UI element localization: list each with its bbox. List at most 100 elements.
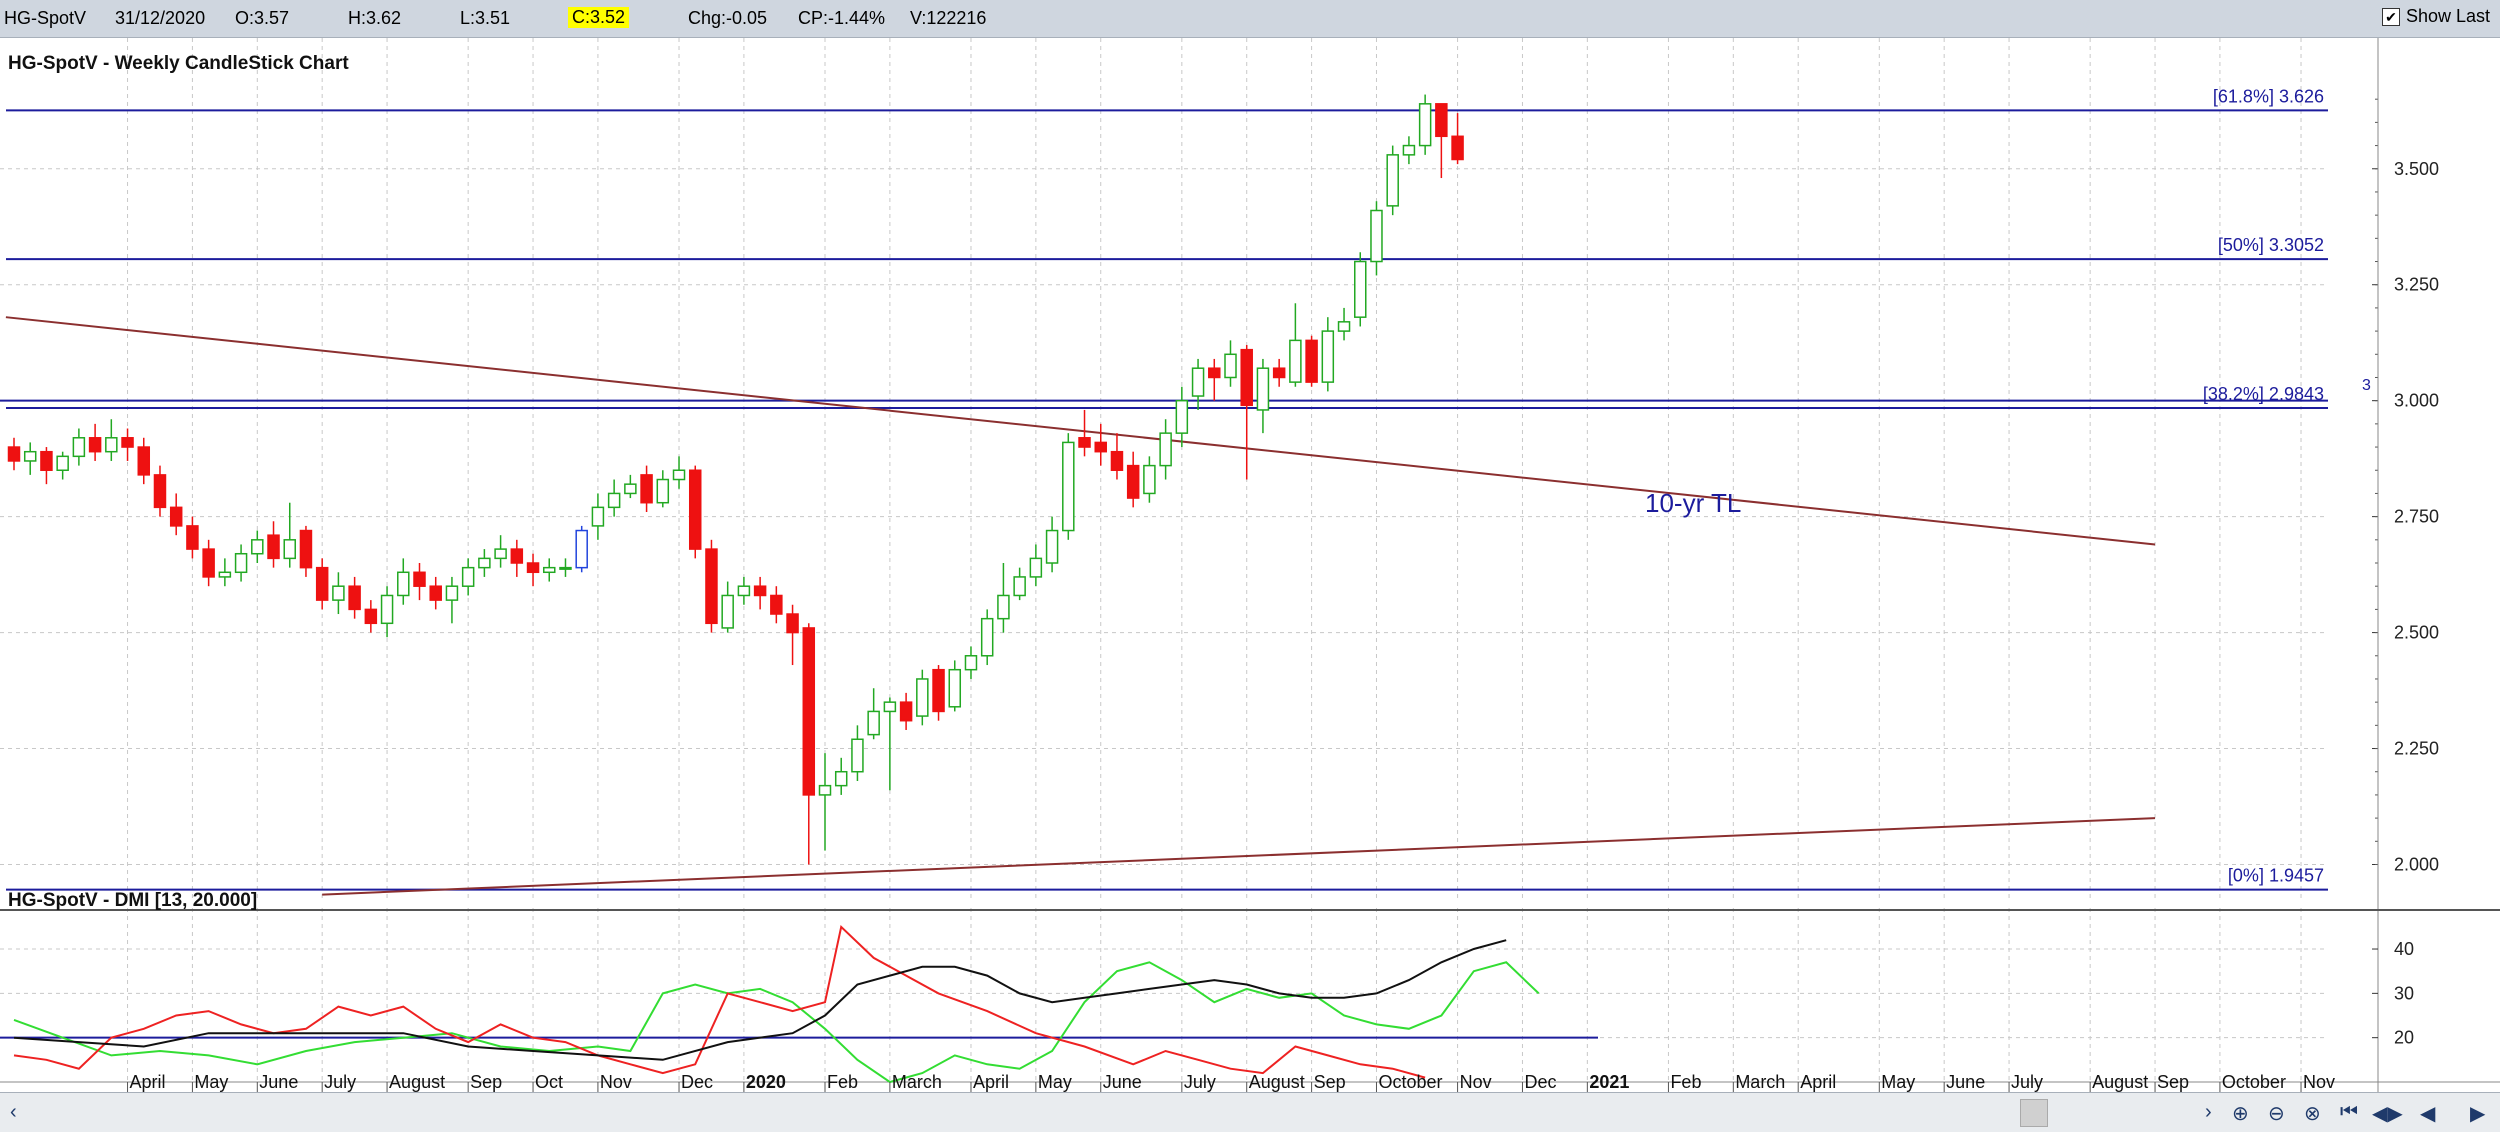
- candle-body: [429, 585, 442, 601]
- fib-level-label: [0%] 1.9457: [2228, 866, 2324, 886]
- prev-page-icon[interactable]: ◀▶: [2372, 1103, 2403, 1125]
- candle-body: [251, 539, 264, 555]
- x-tick-label: June: [1946, 1072, 1985, 1092]
- x-tick-label: June: [259, 1072, 298, 1092]
- fib-level-label: [38.2%] 2.9843: [2203, 384, 2324, 404]
- candle-body: [169, 506, 183, 527]
- fib-level-label: [50%] 3.3052: [2218, 235, 2324, 255]
- show-last-toggle[interactable]: ✔ Show Last: [2381, 6, 2490, 27]
- zoom-out-icon[interactable]: ⊖: [2268, 1103, 2285, 1125]
- candle-body: [770, 594, 783, 615]
- candle-body: [786, 613, 799, 634]
- candle-body: [624, 483, 637, 495]
- candle-body: [510, 548, 524, 564]
- x-tick-label: October: [1378, 1072, 1442, 1092]
- candle-body: [964, 655, 978, 671]
- x-tick-label: June: [1103, 1072, 1142, 1092]
- candle-body: [1062, 441, 1075, 532]
- x-tick-label: Nov: [1460, 1072, 1492, 1092]
- candle-body: [121, 437, 134, 448]
- scroll-right-icon[interactable]: ›: [2205, 1101, 2212, 1123]
- dmi-series-line: [13, 924, 1426, 1079]
- zoom-in-icon[interactable]: ⊕: [2232, 1103, 2249, 1125]
- candle-body: [1386, 154, 1399, 207]
- symbol-label: HG-SpotV: [4, 8, 87, 28]
- y-tick-label: 3.500: [2394, 159, 2439, 179]
- x-tick-label: August: [2092, 1072, 2148, 1092]
- x-tick-label: Sep: [470, 1072, 502, 1092]
- scrollbar[interactable]: ‹ › ⊕ ⊖ ⊗ ⏮ ◀▶ ◀ ▶: [0, 1092, 2500, 1132]
- x-tick-label: Sep: [1314, 1072, 1346, 1092]
- candle-body: [1013, 576, 1026, 597]
- x-tick-label: Feb: [827, 1072, 858, 1092]
- chart-area[interactable]: 2.000 2.250 2.500 2.750 3.000 3.250 3.500 [61.8…: [0, 38, 2500, 1092]
- scroll-left-icon[interactable]: ‹: [10, 1101, 17, 1123]
- back-icon[interactable]: ◀: [2420, 1103, 2436, 1125]
- candle-body: [267, 534, 280, 560]
- candle-body: [1451, 135, 1464, 161]
- candle-body: [461, 566, 475, 587]
- candle-body: [153, 474, 167, 509]
- candle-body: [1078, 437, 1091, 448]
- candle-body: [137, 446, 151, 476]
- candle-body: [834, 770, 848, 787]
- fib-level-label: [61.8%] 3.626: [2213, 86, 2324, 106]
- x-tick-label: March: [1735, 1072, 1785, 1092]
- candle-body: [1321, 330, 1335, 383]
- y-tick-label: 2.250: [2394, 739, 2439, 759]
- candle-body: [1143, 464, 1156, 495]
- high-label: H:3.62: [348, 8, 402, 28]
- candle-body: [380, 594, 394, 625]
- candle-body: [299, 529, 313, 569]
- x-tick-label: July: [324, 1072, 356, 1092]
- x-tick-label: May: [1038, 1072, 1072, 1092]
- candle-body: [607, 492, 621, 509]
- x-tick-label: May: [194, 1072, 228, 1092]
- trendline-annotation: 10-yr TL: [1645, 488, 1741, 518]
- candle-body: [72, 437, 86, 458]
- candle-body: [1224, 353, 1237, 379]
- candle-body: [1272, 367, 1286, 379]
- candle-body: [1418, 103, 1432, 147]
- candle-body: [948, 668, 962, 708]
- level-annotation: 3: [2362, 377, 2371, 394]
- candle-body: [1354, 260, 1367, 318]
- candle-body: [7, 446, 21, 462]
- candle-body: [1045, 529, 1059, 564]
- candle-body: [1175, 399, 1189, 434]
- x-tick-label: August: [389, 1072, 445, 1092]
- candle-body: [883, 701, 897, 713]
- candle-body: [1110, 450, 1124, 471]
- candle-body: [1094, 441, 1107, 453]
- main-chart-title: HG-SpotV - Weekly CandleStick Chart: [8, 53, 349, 74]
- checkbox-icon[interactable]: ✔: [2381, 7, 2400, 26]
- trendline: [322, 817, 2156, 896]
- candle-body: [851, 738, 864, 773]
- candle-body: [997, 594, 1010, 620]
- candle-body: [23, 450, 37, 462]
- dmi-series-line: [13, 961, 1540, 1084]
- candle-body: [543, 566, 556, 574]
- x-tick-label: July: [1184, 1072, 1216, 1092]
- forward-icon[interactable]: ▶: [2470, 1103, 2486, 1125]
- candle-body: [1256, 367, 1270, 411]
- x-tick-label: October: [2222, 1072, 2286, 1092]
- candle-body: [818, 784, 832, 796]
- candle-body: [1370, 209, 1383, 263]
- x-tick-label: 2021: [1589, 1072, 1629, 1092]
- candle-body: [705, 548, 718, 625]
- candle-body: [186, 525, 199, 550]
- x-tick-label: Sep: [2157, 1072, 2189, 1092]
- candle-body: [802, 627, 816, 796]
- scroll-thumb[interactable]: [2020, 1099, 2048, 1127]
- first-page-icon[interactable]: ⏮: [2340, 1101, 2358, 1123]
- candle-body: [348, 585, 361, 611]
- zoom-reset-icon[interactable]: ⊗: [2304, 1103, 2321, 1125]
- candle-body: [40, 450, 53, 471]
- candle-body: [559, 566, 572, 570]
- x-tick-label: Nov: [2303, 1072, 2335, 1092]
- candle-body: [315, 566, 329, 601]
- close-label: C:3.52: [568, 7, 630, 28]
- candle-body: [413, 571, 426, 587]
- candle-body: [753, 585, 767, 597]
